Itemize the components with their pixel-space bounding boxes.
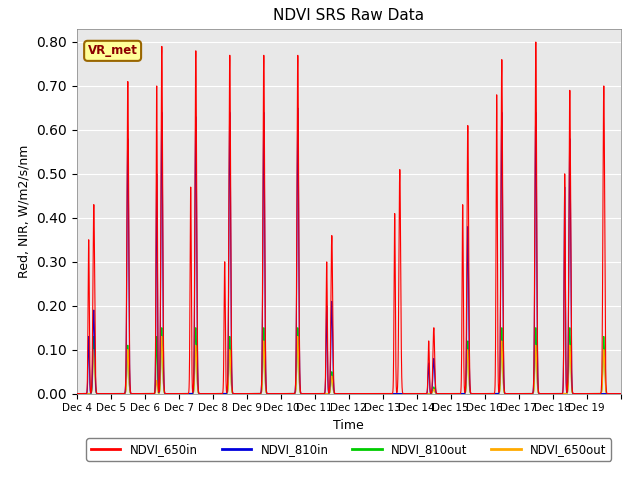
NDVI_810out [361,391,369,396]
NDVI_810out [617,391,625,396]
NDVI_650out [361,391,369,396]
Line: NDVI_810in: NDVI_810in [77,108,621,394]
NDVI_650out [617,391,625,396]
NDVI_650in [617,391,625,396]
NDVI_810out [566,325,573,331]
NDVI_810in [476,391,484,396]
NDVI_810out [506,391,513,396]
NDVI_650out [419,391,426,396]
NDVI_810in [270,391,278,396]
Text: VR_met: VR_met [88,44,138,57]
NDVI_810out [419,391,426,396]
NDVI_810in [617,391,625,396]
NDVI_810in [294,105,301,111]
X-axis label: Time: Time [333,419,364,432]
Line: NDVI_650out: NDVI_650out [77,336,621,394]
NDVI_810out [476,391,484,396]
NDVI_810out [100,391,108,396]
NDVI_650in [532,39,540,45]
NDVI_650in [395,286,403,292]
Legend: NDVI_650in, NDVI_810in, NDVI_810out, NDVI_650out: NDVI_650in, NDVI_810in, NDVI_810out, NDV… [86,438,611,461]
NDVI_650in [270,391,278,396]
NDVI_650out [395,391,403,396]
NDVI_650in [419,391,426,396]
NDVI_650in [100,391,108,396]
NDVI_650out [476,391,484,396]
NDVI_810out [395,391,403,396]
NDVI_810in [506,391,513,396]
NDVI_650in [476,391,484,396]
NDVI_810in [100,391,108,396]
Y-axis label: Red, NIR, W/m2/s/nm: Red, NIR, W/m2/s/nm [18,144,31,278]
NDVI_650out [158,334,166,339]
NDVI_650in [506,391,513,396]
Line: NDVI_650in: NDVI_650in [77,42,621,394]
NDVI_810in [73,391,81,396]
NDVI_810in [361,391,369,396]
NDVI_650in [73,391,81,396]
NDVI_810in [419,391,426,396]
NDVI_650in [361,391,369,396]
NDVI_810out [270,391,278,396]
NDVI_810in [395,391,403,396]
NDVI_810out [73,391,81,396]
NDVI_650out [270,391,278,396]
Title: NDVI SRS Raw Data: NDVI SRS Raw Data [273,9,424,24]
NDVI_650out [73,391,81,396]
Line: NDVI_810out: NDVI_810out [77,328,621,394]
NDVI_650out [506,391,513,396]
NDVI_650out [100,391,108,396]
